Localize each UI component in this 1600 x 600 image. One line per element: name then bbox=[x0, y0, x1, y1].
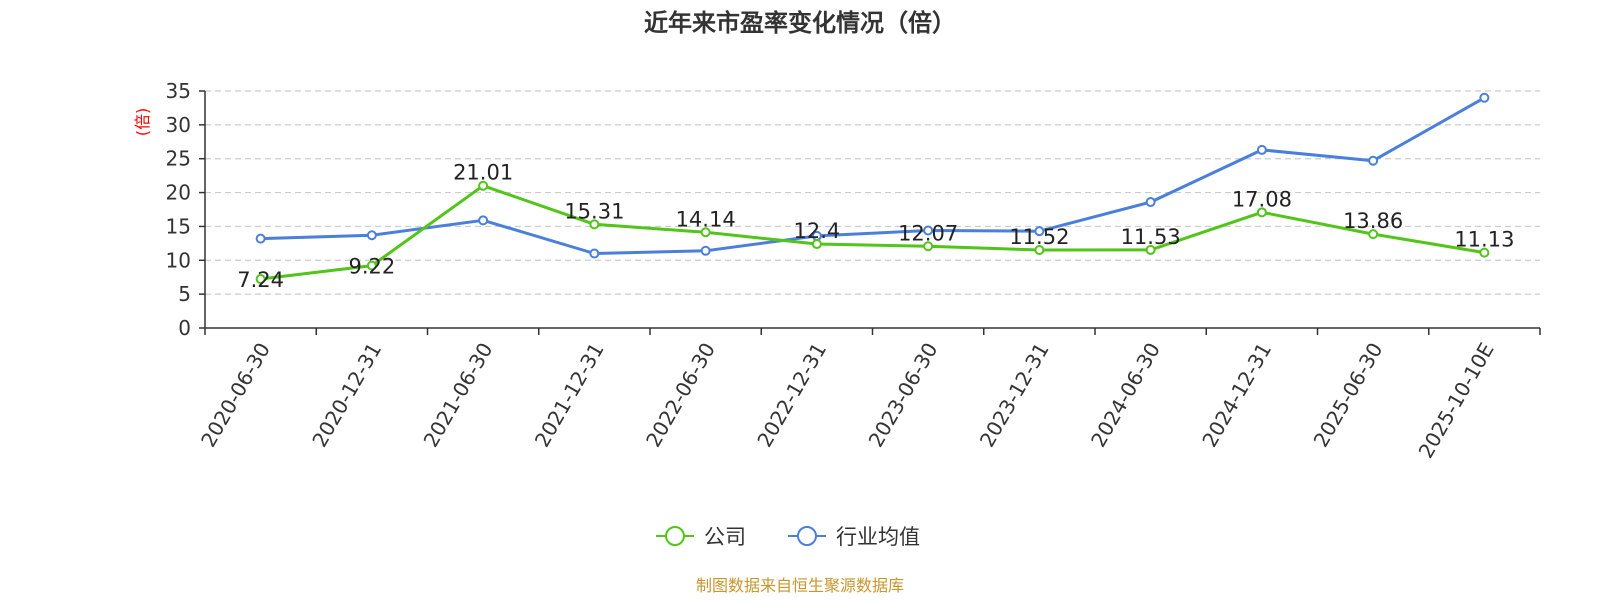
y-tick-label: 30 bbox=[166, 113, 191, 137]
x-tick-label: 2020-12-31 bbox=[307, 339, 386, 452]
data-point-0 bbox=[700, 227, 711, 238]
data-label: 11.13 bbox=[1454, 228, 1514, 252]
y-tick-label: 20 bbox=[166, 181, 191, 205]
data-label: 13.86 bbox=[1343, 209, 1403, 233]
data-label: 12.4 bbox=[793, 219, 840, 243]
x-tick-label: 2020-06-30 bbox=[196, 339, 275, 452]
data-label: 17.08 bbox=[1232, 187, 1292, 211]
legend-label-1: 行业均值 bbox=[836, 525, 920, 549]
y-tick-label: 15 bbox=[166, 214, 191, 238]
x-tick-label: 2025-06-30 bbox=[1309, 339, 1388, 452]
data-label: 7.24 bbox=[237, 268, 284, 292]
legend-label-0: 公司 bbox=[704, 525, 746, 549]
legend-marker-0 bbox=[665, 526, 685, 546]
data-point-0 bbox=[1034, 244, 1045, 255]
data-label: 21.01 bbox=[453, 161, 513, 185]
x-tick-label: 2024-06-30 bbox=[1086, 339, 1165, 452]
data-point-1 bbox=[923, 225, 934, 236]
data-point-1 bbox=[1479, 92, 1490, 103]
x-tick-label: 2025-10-10E bbox=[1413, 339, 1498, 463]
x-tick-label: 2023-06-30 bbox=[864, 339, 943, 452]
data-point-1 bbox=[1256, 144, 1267, 155]
data-point-1 bbox=[478, 215, 489, 226]
data-point-0 bbox=[811, 239, 822, 250]
y-tick-label: 25 bbox=[166, 147, 191, 171]
y-axis-label: (倍) bbox=[133, 108, 152, 137]
legend: 公司 行业均值 bbox=[656, 525, 920, 549]
data-point-1 bbox=[366, 230, 377, 241]
data-point-1 bbox=[1368, 155, 1379, 166]
data-point-0 bbox=[923, 241, 934, 252]
data-label: 11.53 bbox=[1121, 225, 1181, 249]
data-point-1 bbox=[255, 233, 266, 244]
data-point-0 bbox=[1368, 229, 1379, 240]
data-point-1 bbox=[700, 245, 711, 256]
data-point-0 bbox=[255, 273, 266, 284]
y-tick-label: 0 bbox=[178, 316, 191, 340]
series-lines bbox=[255, 92, 1490, 284]
data-point-1 bbox=[1034, 226, 1045, 237]
data-labels: 7.24 9.22 21.01 15.31 14.14 12.4 12.07 11.52 11.… bbox=[237, 161, 1514, 292]
x-tick-label: 2021-12-31 bbox=[530, 339, 609, 452]
data-point-1 bbox=[589, 248, 600, 259]
data-label: 11.52 bbox=[1009, 225, 1069, 249]
x-tick-label: 2021-06-30 bbox=[419, 339, 498, 452]
data-point-0 bbox=[1256, 207, 1267, 218]
x-tick-label: 2022-12-31 bbox=[752, 339, 831, 452]
y-tick-label: 5 bbox=[178, 282, 191, 306]
legend-marker-1 bbox=[797, 526, 817, 546]
data-point-0 bbox=[1145, 244, 1156, 255]
data-point-0 bbox=[366, 260, 377, 271]
chart-title: 近年来市盈率变化情况（倍） bbox=[644, 9, 956, 37]
data-point-0 bbox=[589, 219, 600, 230]
data-label: 12.07 bbox=[898, 221, 958, 245]
grid-lines bbox=[205, 90, 1540, 295]
data-label: 15.31 bbox=[564, 199, 624, 223]
data-point-1 bbox=[1145, 197, 1156, 208]
y-tick-label: 35 bbox=[166, 79, 191, 103]
x-tick-label: 2023-12-31 bbox=[975, 339, 1054, 452]
data-label: 14.14 bbox=[676, 207, 736, 231]
data-point-0 bbox=[478, 180, 489, 191]
x-tick-label: 2024-12-31 bbox=[1197, 339, 1276, 452]
data-point-0 bbox=[1479, 247, 1490, 258]
data-label: 9.22 bbox=[348, 255, 395, 279]
series-line-1 bbox=[260, 96, 1486, 255]
x-tick-label: 2022-06-30 bbox=[641, 339, 720, 452]
y-tick-label: 10 bbox=[166, 248, 191, 272]
series-line-0 bbox=[260, 184, 1485, 281]
source-note: 制图数据来自恒生聚源数据库 bbox=[696, 576, 904, 595]
